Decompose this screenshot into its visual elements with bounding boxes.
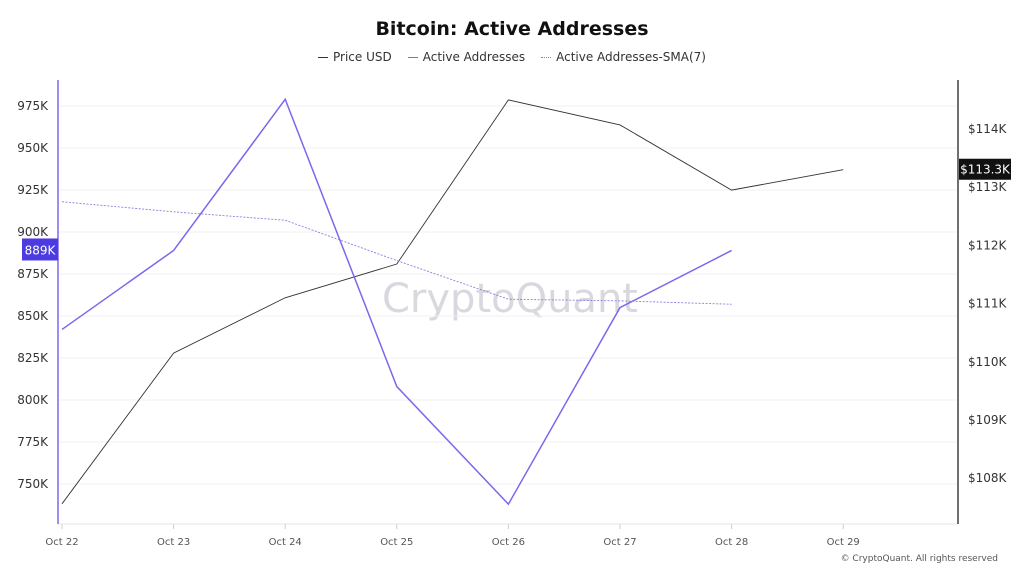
left-tick-label: 925K bbox=[17, 183, 49, 197]
legend: Price USD Active Addresses Active Addres… bbox=[0, 50, 1024, 64]
copyright-footer: © CryptoQuant. All rights reserved bbox=[840, 554, 998, 564]
left-tick-label: 900K bbox=[17, 225, 49, 239]
x-tick-label: Oct 22 bbox=[45, 537, 78, 548]
right-tick-label: $113K bbox=[968, 180, 1008, 194]
left-tick-label: 750K bbox=[17, 477, 49, 491]
x-tick-label: Oct 27 bbox=[603, 537, 636, 548]
legend-swatch bbox=[407, 56, 418, 58]
x-tick-label: Oct 26 bbox=[492, 537, 525, 548]
current-value-badge-right bbox=[959, 158, 1011, 180]
left-tick-label: 800K bbox=[17, 393, 49, 407]
x-tick-label: Oct 24 bbox=[269, 537, 302, 548]
current-value-badge-left bbox=[22, 238, 58, 261]
legend-swatch bbox=[318, 56, 329, 58]
legend-item-active-addresses[interactable]: Active Addresses bbox=[407, 50, 526, 64]
current-value-right: $113.3K bbox=[960, 163, 1011, 177]
left-tick-label: 775K bbox=[17, 435, 49, 449]
x-tick-label: Oct 29 bbox=[827, 537, 860, 548]
chart-title: Bitcoin: Active Addresses bbox=[375, 18, 649, 40]
current-value-left: 889K bbox=[25, 243, 57, 257]
legend-item-price[interactable]: Price USD bbox=[318, 50, 392, 64]
legend-label: Active Addresses bbox=[422, 50, 526, 64]
right-tick-label: $114K bbox=[968, 122, 1008, 136]
series-line-price-usd bbox=[61, 99, 844, 505]
legend-label: Active Addresses-SMA(7) bbox=[556, 50, 706, 64]
right-tick-label: $110K bbox=[968, 355, 1008, 369]
left-tick-label: 875K bbox=[17, 267, 49, 281]
right-tick-label: $112K bbox=[968, 238, 1008, 252]
left-tick-label: 825K bbox=[17, 351, 49, 365]
x-tick-label: Oct 25 bbox=[380, 537, 413, 548]
right-tick-label: $109K bbox=[968, 413, 1008, 427]
left-tick-label: 850K bbox=[17, 309, 49, 323]
left-tick-label: 950K bbox=[17, 141, 49, 155]
right-tick-label: $108K bbox=[968, 471, 1008, 485]
x-tick-label: Oct 23 bbox=[157, 537, 190, 548]
right-tick-label: $111K bbox=[968, 297, 1008, 311]
legend-swatch bbox=[541, 56, 552, 58]
x-tick-label: Oct 28 bbox=[715, 537, 748, 548]
legend-item-sma[interactable]: Active Addresses-SMA(7) bbox=[541, 50, 706, 64]
legend-label: Price USD bbox=[333, 50, 392, 64]
left-tick-label: 975K bbox=[17, 99, 49, 113]
